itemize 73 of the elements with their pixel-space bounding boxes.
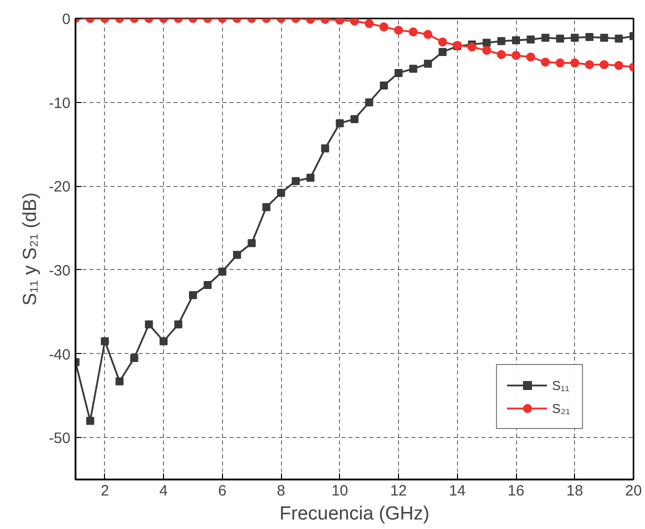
point	[438, 37, 448, 46]
point	[188, 291, 197, 300]
point	[570, 34, 579, 42]
y-tick-label: -40	[48, 346, 71, 364]
x-axis-title: Frecuencia (GHz)	[280, 504, 430, 524]
x-tick-label: 20	[625, 482, 642, 500]
x-tick-label: 8	[276, 482, 286, 500]
point	[584, 60, 594, 70]
point	[262, 203, 270, 212]
x-tick-label: 2	[100, 482, 110, 500]
point	[174, 320, 182, 328]
x-tick-label: 18	[566, 482, 584, 500]
point	[306, 174, 314, 182]
point	[512, 50, 521, 60]
point	[585, 32, 594, 41]
y-tick-label: -10	[48, 94, 71, 112]
point	[438, 48, 447, 56]
x-tick-label: 16	[508, 482, 524, 500]
y-tick-label: 0	[62, 11, 70, 28]
point	[541, 34, 550, 42]
point	[86, 416, 94, 425]
x-tick-label: 14	[448, 482, 466, 500]
point	[321, 144, 330, 152]
point	[116, 377, 124, 386]
point	[130, 354, 138, 362]
point	[144, 320, 153, 328]
point	[379, 22, 388, 32]
point	[497, 37, 506, 46]
point	[365, 98, 374, 106]
point	[600, 60, 609, 70]
point	[526, 52, 536, 62]
point	[364, 19, 374, 28]
point	[204, 281, 212, 290]
point	[394, 68, 403, 77]
point	[556, 58, 565, 68]
point	[248, 239, 256, 248]
point	[526, 35, 535, 44]
y-tick-label: -30	[48, 262, 71, 280]
legend-label: S₁₁	[552, 378, 570, 392]
point	[496, 50, 506, 60]
point	[277, 188, 286, 197]
point	[540, 58, 550, 67]
point	[233, 250, 242, 259]
point	[570, 58, 580, 68]
point	[467, 42, 476, 52]
point	[614, 34, 623, 43]
x-tick-label: 10	[331, 482, 348, 500]
point	[160, 337, 168, 346]
point	[336, 119, 344, 128]
point	[292, 177, 300, 186]
legend-label: S₂₁	[552, 400, 572, 416]
y-tick-label: -20	[48, 178, 71, 196]
point	[218, 268, 226, 276]
point	[614, 60, 624, 70]
point	[482, 38, 491, 47]
point	[482, 46, 492, 55]
point	[380, 82, 388, 90]
point	[100, 337, 109, 346]
point	[409, 64, 418, 73]
y-tick-label: -50	[48, 430, 71, 448]
point	[394, 26, 404, 35]
point	[556, 34, 564, 43]
point	[424, 60, 432, 68]
point	[350, 18, 359, 26]
x-tick-label: 6	[218, 482, 227, 500]
point	[423, 30, 432, 39]
point	[600, 34, 608, 42]
point	[408, 27, 418, 36]
point	[350, 115, 358, 124]
x-tick-label: 4	[159, 482, 168, 500]
y-axis-title: S₁₁ y S₂₁ (dB)	[20, 192, 41, 306]
x-tick-label: 12	[390, 482, 407, 500]
point	[512, 36, 520, 44]
